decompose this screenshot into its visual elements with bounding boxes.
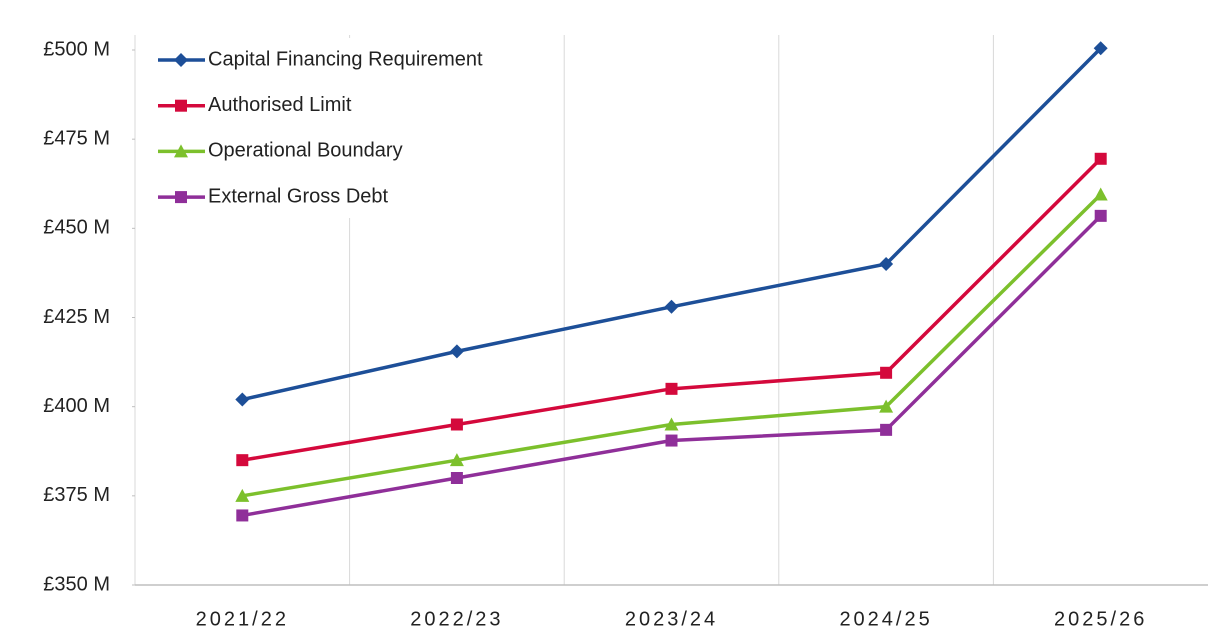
series [235,41,1108,407]
line [241,214,1102,518]
marker [235,488,250,502]
legend-label: Authorised Limit [208,94,352,116]
marker [174,144,188,158]
y-tick-label: £475 M [43,127,110,149]
marker [1094,152,1107,165]
marker [1093,187,1108,201]
marker [175,191,187,204]
marker [664,417,679,431]
y-tick-label: £400 M [43,395,110,417]
x-tick-label: 2021/22 [196,608,289,630]
marker [880,366,893,379]
marker [175,99,187,112]
marker [1093,41,1108,56]
legend-label: Operational Boundary [208,140,403,162]
x-tick-label: 2024/25 [839,608,932,630]
x-tick-label: 2022/23 [410,608,503,630]
marker [879,257,894,271]
series [236,209,1107,522]
series [235,187,1108,502]
y-tick-label: £450 M [43,217,110,239]
marker [235,392,250,407]
marker [449,344,464,359]
marker [174,53,188,67]
marker [879,399,894,413]
marker [236,509,249,522]
y-tick-label: £350 M [43,573,110,595]
marker [450,418,463,431]
marker [1094,209,1107,222]
x-tick-label: 2023/24 [625,608,718,630]
y-tick-label: £500 M [43,38,110,60]
legend-background [150,38,550,218]
y-tick-label: £375 M [43,484,110,506]
marker [449,453,464,467]
legend-label: External Gross Debt [208,185,389,207]
x-tick-label: 2025/26 [1054,608,1147,630]
marker [665,434,678,447]
series [236,152,1107,467]
marker [450,472,463,484]
marker [664,299,679,314]
marker [236,454,249,467]
y-tick-label: £425 M [43,306,110,328]
marker [665,382,678,395]
legend-label: Capital Financing Requirement [208,48,483,70]
marker [880,423,893,436]
